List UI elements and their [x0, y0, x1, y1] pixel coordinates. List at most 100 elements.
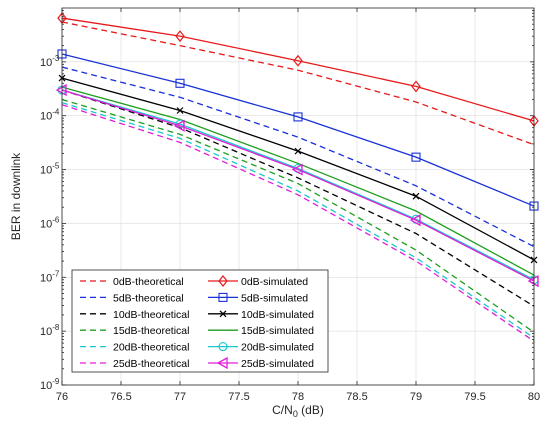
diamond-marker	[411, 80, 421, 93]
legend-entry: 5dB-theoretical	[80, 292, 184, 304]
y-tick-labels: 10-910-810-710-610-510-410-3	[40, 54, 60, 392]
legend-label: 20dB-simulated	[241, 342, 314, 354]
series-line	[61, 89, 535, 307]
legend-label: 0dB-simulated	[241, 276, 308, 288]
series-line	[61, 17, 535, 122]
series-15dB-theoretical	[61, 98, 535, 333]
y-tick-base: 10	[40, 57, 52, 69]
triangle-left-marker	[291, 163, 303, 176]
legend-entry: 25dB-simulated	[208, 356, 314, 370]
y-tick-label: 10-5	[40, 162, 60, 177]
legend: 0dB-theoretical 0dB-simulated 5dB-theoreti…	[71, 269, 329, 373]
diamond-marker	[218, 275, 228, 287]
square-marker	[218, 292, 228, 302]
y-tick-label: 10-9	[40, 377, 60, 392]
x-axis-label-main: C/N	[272, 403, 293, 417]
x-tick-label: 79.5	[464, 391, 485, 403]
series-25dB-theoretical	[61, 104, 535, 342]
y-tick-base: 10	[40, 326, 52, 338]
series-line	[61, 104, 535, 342]
legend-entry: 20dB-simulated	[208, 342, 314, 354]
x-marker	[219, 310, 227, 318]
x-tick-label: 78	[292, 391, 304, 403]
x-axis-label-unit: (dB)	[298, 403, 324, 417]
plot-frame	[61, 7, 535, 386]
y-axis-label: BER in downlink	[9, 152, 23, 240]
series-line	[61, 66, 535, 248]
series-line	[61, 89, 535, 281]
series-25dB-simulated	[55, 83, 539, 288]
y-tick-exponent: -6	[52, 215, 60, 224]
legend-entry: 5dB-simulated	[208, 292, 308, 304]
legend-label: 10dB-simulated	[241, 309, 314, 321]
series-line	[61, 98, 535, 333]
y-tick-label: 10-8	[40, 323, 60, 338]
square-marker	[293, 112, 303, 122]
y-tick-base: 10	[40, 272, 52, 284]
series-line	[61, 53, 535, 207]
x-marker	[176, 107, 184, 114]
y-tick-label: 10-7	[40, 269, 60, 284]
y-tick-exponent: -5	[52, 162, 60, 171]
legend-label: 0dB-theoretical	[113, 276, 184, 288]
y-tick-label: 10-3	[40, 54, 60, 69]
diamond-marker	[293, 54, 303, 67]
legend-entry: 15dB-simulated	[208, 325, 314, 337]
series-line	[61, 89, 535, 282]
legend-label: 5dB-simulated	[241, 292, 308, 304]
y-tick-base: 10	[40, 218, 52, 230]
square-marker	[411, 152, 421, 162]
legend-label: 25dB-theoretical	[113, 358, 189, 370]
legend-entry: 10dB-simulated	[208, 309, 314, 321]
series-line	[61, 86, 535, 276]
legend-entry: 20dB-theoretical	[80, 342, 189, 354]
legend-entry: 15dB-theoretical	[80, 325, 189, 337]
x-tick-label: 80	[528, 391, 540, 403]
x-tick-label: 76	[56, 391, 68, 403]
series-layer	[55, 12, 539, 342]
x-axis-label: C/N0 (dB)	[272, 403, 324, 419]
x-tick-label: 76.5	[110, 391, 131, 403]
legend-label: 5dB-theoretical	[113, 292, 184, 304]
x-tick-label: 79	[410, 391, 422, 403]
x-marker	[294, 147, 302, 155]
legend-entry: 0dB-theoretical	[80, 276, 184, 288]
y-tick-base: 10	[40, 111, 52, 123]
legend-box	[71, 269, 329, 373]
x-axis-label-subscript: 0	[293, 409, 298, 419]
legend-label: 10dB-theoretical	[113, 309, 189, 321]
legend-label: 25dB-simulated	[241, 358, 314, 370]
legend-label: 15dB-simulated	[241, 325, 314, 337]
y-tick-exponent: -7	[52, 269, 60, 278]
series-10dB-simulated	[58, 74, 538, 264]
square-marker	[175, 78, 185, 88]
series-5dB-theoretical	[61, 66, 535, 248]
y-tick-exponent: -9	[52, 377, 60, 386]
y-tick-base: 10	[40, 380, 52, 392]
triangle-left-marker	[527, 274, 539, 288]
triangle-left-marker	[409, 214, 421, 227]
series-0dB-theoretical	[61, 21, 535, 146]
y-tick-exponent: -8	[52, 323, 60, 332]
x-tick-label: 78.5	[346, 391, 367, 403]
series-20dB-theoretical	[61, 101, 535, 339]
legend-label: 20dB-theoretical	[113, 342, 189, 354]
x-marker	[412, 192, 420, 200]
y-tick-label: 10-4	[40, 108, 60, 123]
series-line	[61, 101, 535, 339]
triangle-left-marker	[55, 83, 67, 97]
series-line	[61, 21, 535, 146]
y-tick-base: 10	[40, 165, 52, 177]
x-tick-label: 77.5	[228, 391, 249, 403]
series-0dB-simulated	[57, 12, 539, 127]
series-10dB-theoretical	[61, 89, 535, 307]
circle-marker	[218, 342, 228, 352]
x-tick-labels: 76 76.5 77 77.5 78 78.5 79 79.5 80	[56, 391, 540, 403]
series-15dB-simulated	[61, 86, 535, 276]
legend-label: 15dB-theoretical	[113, 325, 189, 337]
legend-entry: 0dB-simulated	[208, 275, 308, 288]
diamond-marker	[175, 30, 185, 43]
triangle-left-marker	[173, 119, 185, 132]
legend-entry: 10dB-theoretical	[80, 309, 189, 321]
